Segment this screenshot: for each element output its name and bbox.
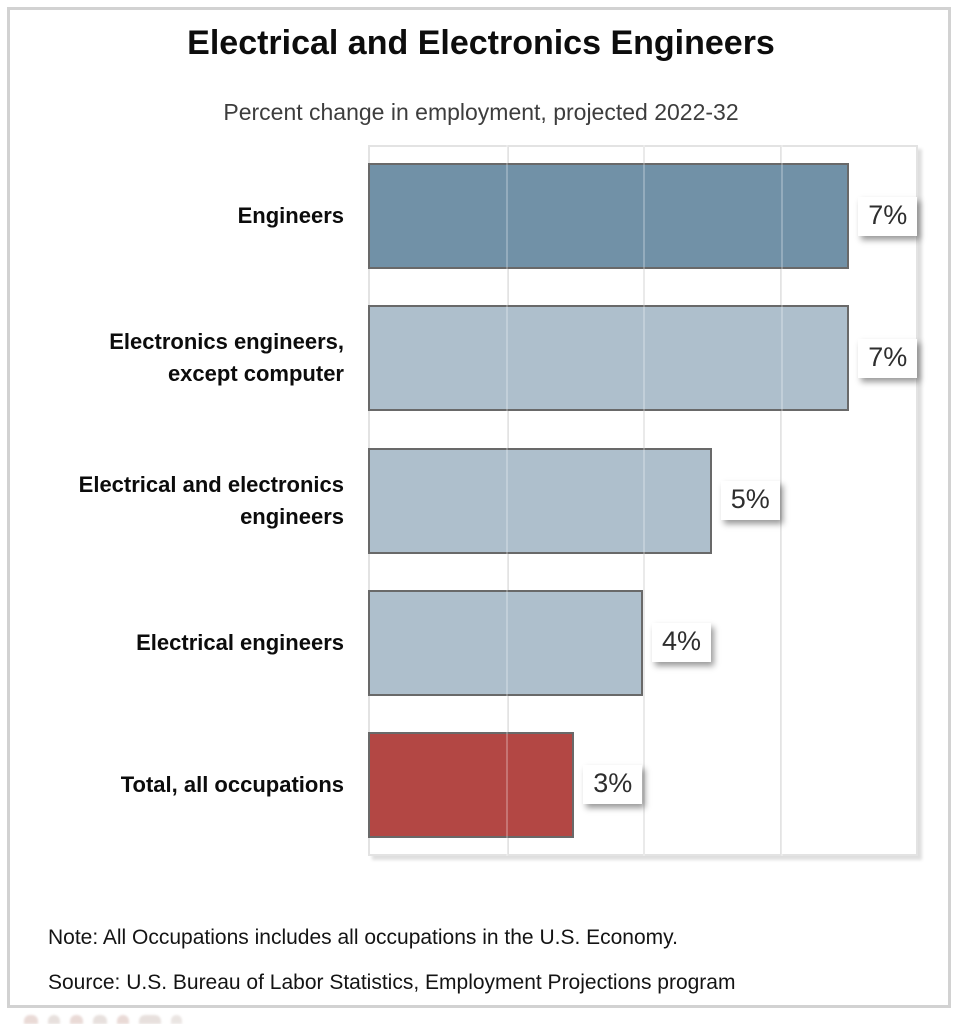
- bar-row: 3%: [368, 714, 918, 856]
- category-label-engineers: Engineers: [237, 203, 344, 229]
- cutoff-text-artifact: [24, 1015, 182, 1024]
- category-label-electrical-engineers: Electrical engineers: [136, 629, 344, 655]
- bar-engineers: [368, 163, 850, 270]
- value-label-electronics-engineers-except-computer: 7%: [858, 338, 918, 378]
- artifact-blob: [117, 1015, 129, 1024]
- value-label-total-all-occupations: 3%: [583, 765, 643, 805]
- value-label-engineers: 7%: [858, 196, 918, 236]
- bar-series: 7% 7% 5% 4% 3%: [368, 145, 918, 856]
- category-label-electrical-and-electronics-engineers: Electrical and electronics engineers: [78, 471, 344, 529]
- bar-row: 4%: [368, 572, 918, 714]
- artifact-blob: [139, 1015, 161, 1024]
- bar-row: 5%: [368, 429, 918, 571]
- artifact-blob: [93, 1015, 107, 1024]
- source-text: Source: U.S. Bureau of Labor Statistics,…: [48, 971, 736, 994]
- bar-total-all-occupations: [368, 731, 575, 838]
- bar-row: 7%: [368, 145, 918, 287]
- artifact-blob: [24, 1015, 38, 1024]
- chart-title: Electrical and Electronics Engineers: [187, 24, 775, 62]
- chart-subtitle: Percent change in employment, projected …: [223, 99, 739, 125]
- value-label-electrical-engineers: 4%: [652, 623, 712, 663]
- bar-electrical-engineers: [368, 589, 643, 696]
- artifact-blob: [48, 1015, 60, 1024]
- artifact-blob: [70, 1015, 83, 1024]
- bar-electrical-and-electronics-engineers: [368, 447, 712, 554]
- gridline-6pct: [779, 147, 782, 854]
- note-text: Note: All Occupations includes all occup…: [48, 926, 678, 949]
- artifact-blob: [171, 1015, 182, 1024]
- category-label-electronics-engineers-except-computer: Electronics engineers, except computer: [109, 329, 344, 387]
- value-label-electrical-and-electronics-engineers: 5%: [720, 481, 780, 520]
- bar-row: 7%: [368, 287, 918, 429]
- bar-electronics-engineers-except-computer: [368, 305, 850, 412]
- category-axis: Engineers Electronics engineers, except …: [20, 145, 356, 856]
- category-label-total-all-occupations: Total, all occupations: [120, 771, 344, 797]
